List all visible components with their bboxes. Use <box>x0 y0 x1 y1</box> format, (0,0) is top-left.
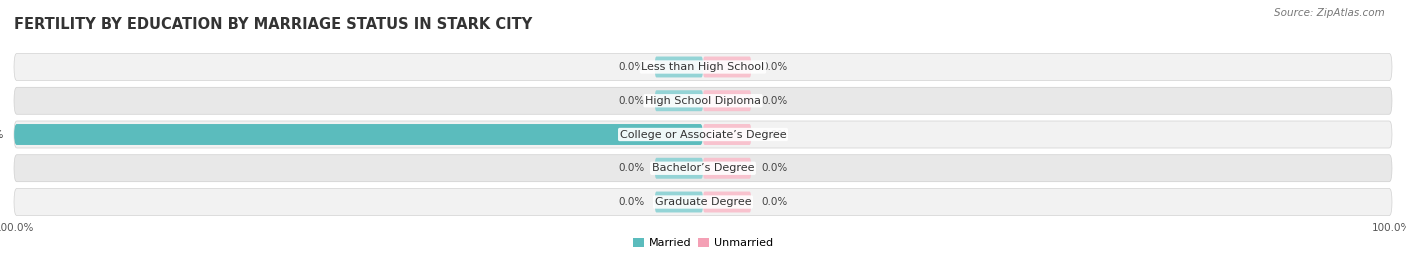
FancyBboxPatch shape <box>703 192 751 213</box>
FancyBboxPatch shape <box>655 90 703 111</box>
Text: College or Associate’s Degree: College or Associate’s Degree <box>620 129 786 140</box>
FancyBboxPatch shape <box>14 155 1392 182</box>
Text: 0.0%: 0.0% <box>619 96 644 106</box>
Text: Graduate Degree: Graduate Degree <box>655 197 751 207</box>
Text: 0.0%: 0.0% <box>619 163 644 173</box>
Text: 0.0%: 0.0% <box>762 62 787 72</box>
Text: 0.0%: 0.0% <box>619 197 644 207</box>
FancyBboxPatch shape <box>703 158 751 179</box>
FancyBboxPatch shape <box>703 56 751 77</box>
FancyBboxPatch shape <box>14 121 1392 148</box>
Text: Source: ZipAtlas.com: Source: ZipAtlas.com <box>1274 8 1385 18</box>
Text: FERTILITY BY EDUCATION BY MARRIAGE STATUS IN STARK CITY: FERTILITY BY EDUCATION BY MARRIAGE STATU… <box>14 16 533 31</box>
Text: Bachelor’s Degree: Bachelor’s Degree <box>652 163 754 173</box>
FancyBboxPatch shape <box>655 192 703 213</box>
Text: 0.0%: 0.0% <box>762 197 787 207</box>
FancyBboxPatch shape <box>14 54 1392 80</box>
FancyBboxPatch shape <box>14 87 1392 114</box>
FancyBboxPatch shape <box>14 124 703 145</box>
FancyBboxPatch shape <box>655 158 703 179</box>
Text: 0.0%: 0.0% <box>762 129 787 140</box>
Text: 0.0%: 0.0% <box>619 62 644 72</box>
FancyBboxPatch shape <box>703 124 751 145</box>
FancyBboxPatch shape <box>703 90 751 111</box>
FancyBboxPatch shape <box>14 189 1392 215</box>
Text: Less than High School: Less than High School <box>641 62 765 72</box>
Text: 0.0%: 0.0% <box>762 163 787 173</box>
Text: High School Diploma: High School Diploma <box>645 96 761 106</box>
FancyBboxPatch shape <box>655 56 703 77</box>
Text: 100.0%: 100.0% <box>0 129 4 140</box>
Legend: Married, Unmarried: Married, Unmarried <box>628 233 778 253</box>
Text: 0.0%: 0.0% <box>762 96 787 106</box>
